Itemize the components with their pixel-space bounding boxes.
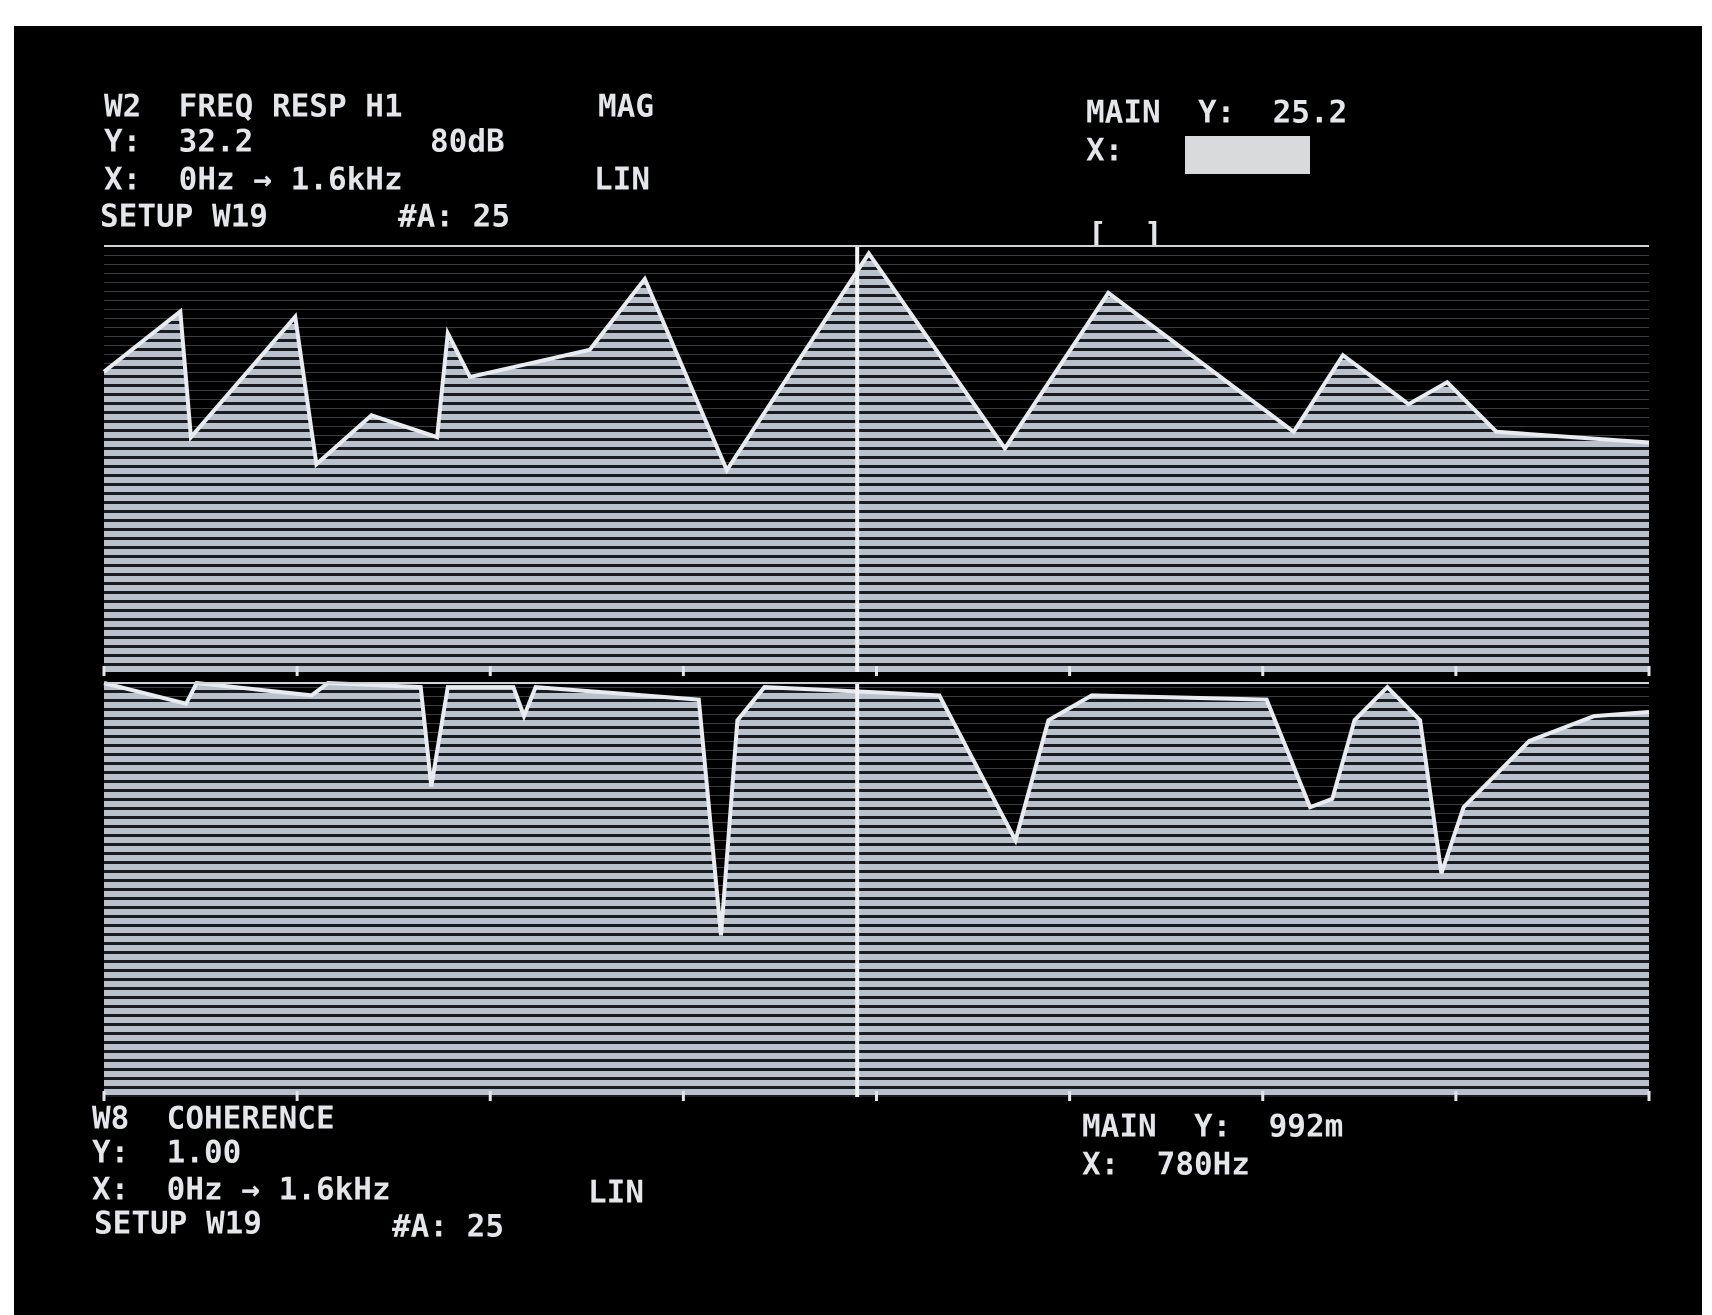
marker-y: MAIN Y: 992m xyxy=(1082,1109,1343,1145)
page: [ ] W2 FREQ RESP H1 MAG Y: 32.2 80dB X: … xyxy=(0,0,1712,1315)
marker-x: X: 780Hz xyxy=(1082,1147,1250,1183)
averages: #A: 25 xyxy=(398,199,510,235)
x-readout: X: 0Hz → 1.6kHz xyxy=(104,162,403,198)
trace-mode: MAG xyxy=(598,89,654,125)
trace-title: W8 COHERENCE xyxy=(92,1101,335,1137)
marker-x: X: xyxy=(1086,133,1123,169)
x-scale: LIN xyxy=(588,1175,644,1211)
analyzer-screen: [ ] W2 FREQ RESP H1 MAG Y: 32.2 80dB X: … xyxy=(0,0,1712,1315)
y-scale: 80dB xyxy=(430,124,505,160)
setup: SETUP W19 xyxy=(94,1206,262,1242)
marker-highlight xyxy=(1185,136,1310,174)
y-readout: Y: 1.00 xyxy=(92,1135,241,1171)
trace-title: W2 FREQ RESP H1 xyxy=(104,89,403,125)
area-fill xyxy=(104,683,1649,1097)
y-readout: Y: 32.2 xyxy=(104,124,253,160)
averages: #A: 25 xyxy=(392,1209,504,1245)
x-scale: LIN xyxy=(594,162,650,198)
setup: SETUP W19 xyxy=(100,199,268,235)
marker-y: MAIN Y: 25.2 xyxy=(1086,95,1347,131)
x-readout: X: 0Hz → 1.6kHz xyxy=(92,1172,391,1208)
